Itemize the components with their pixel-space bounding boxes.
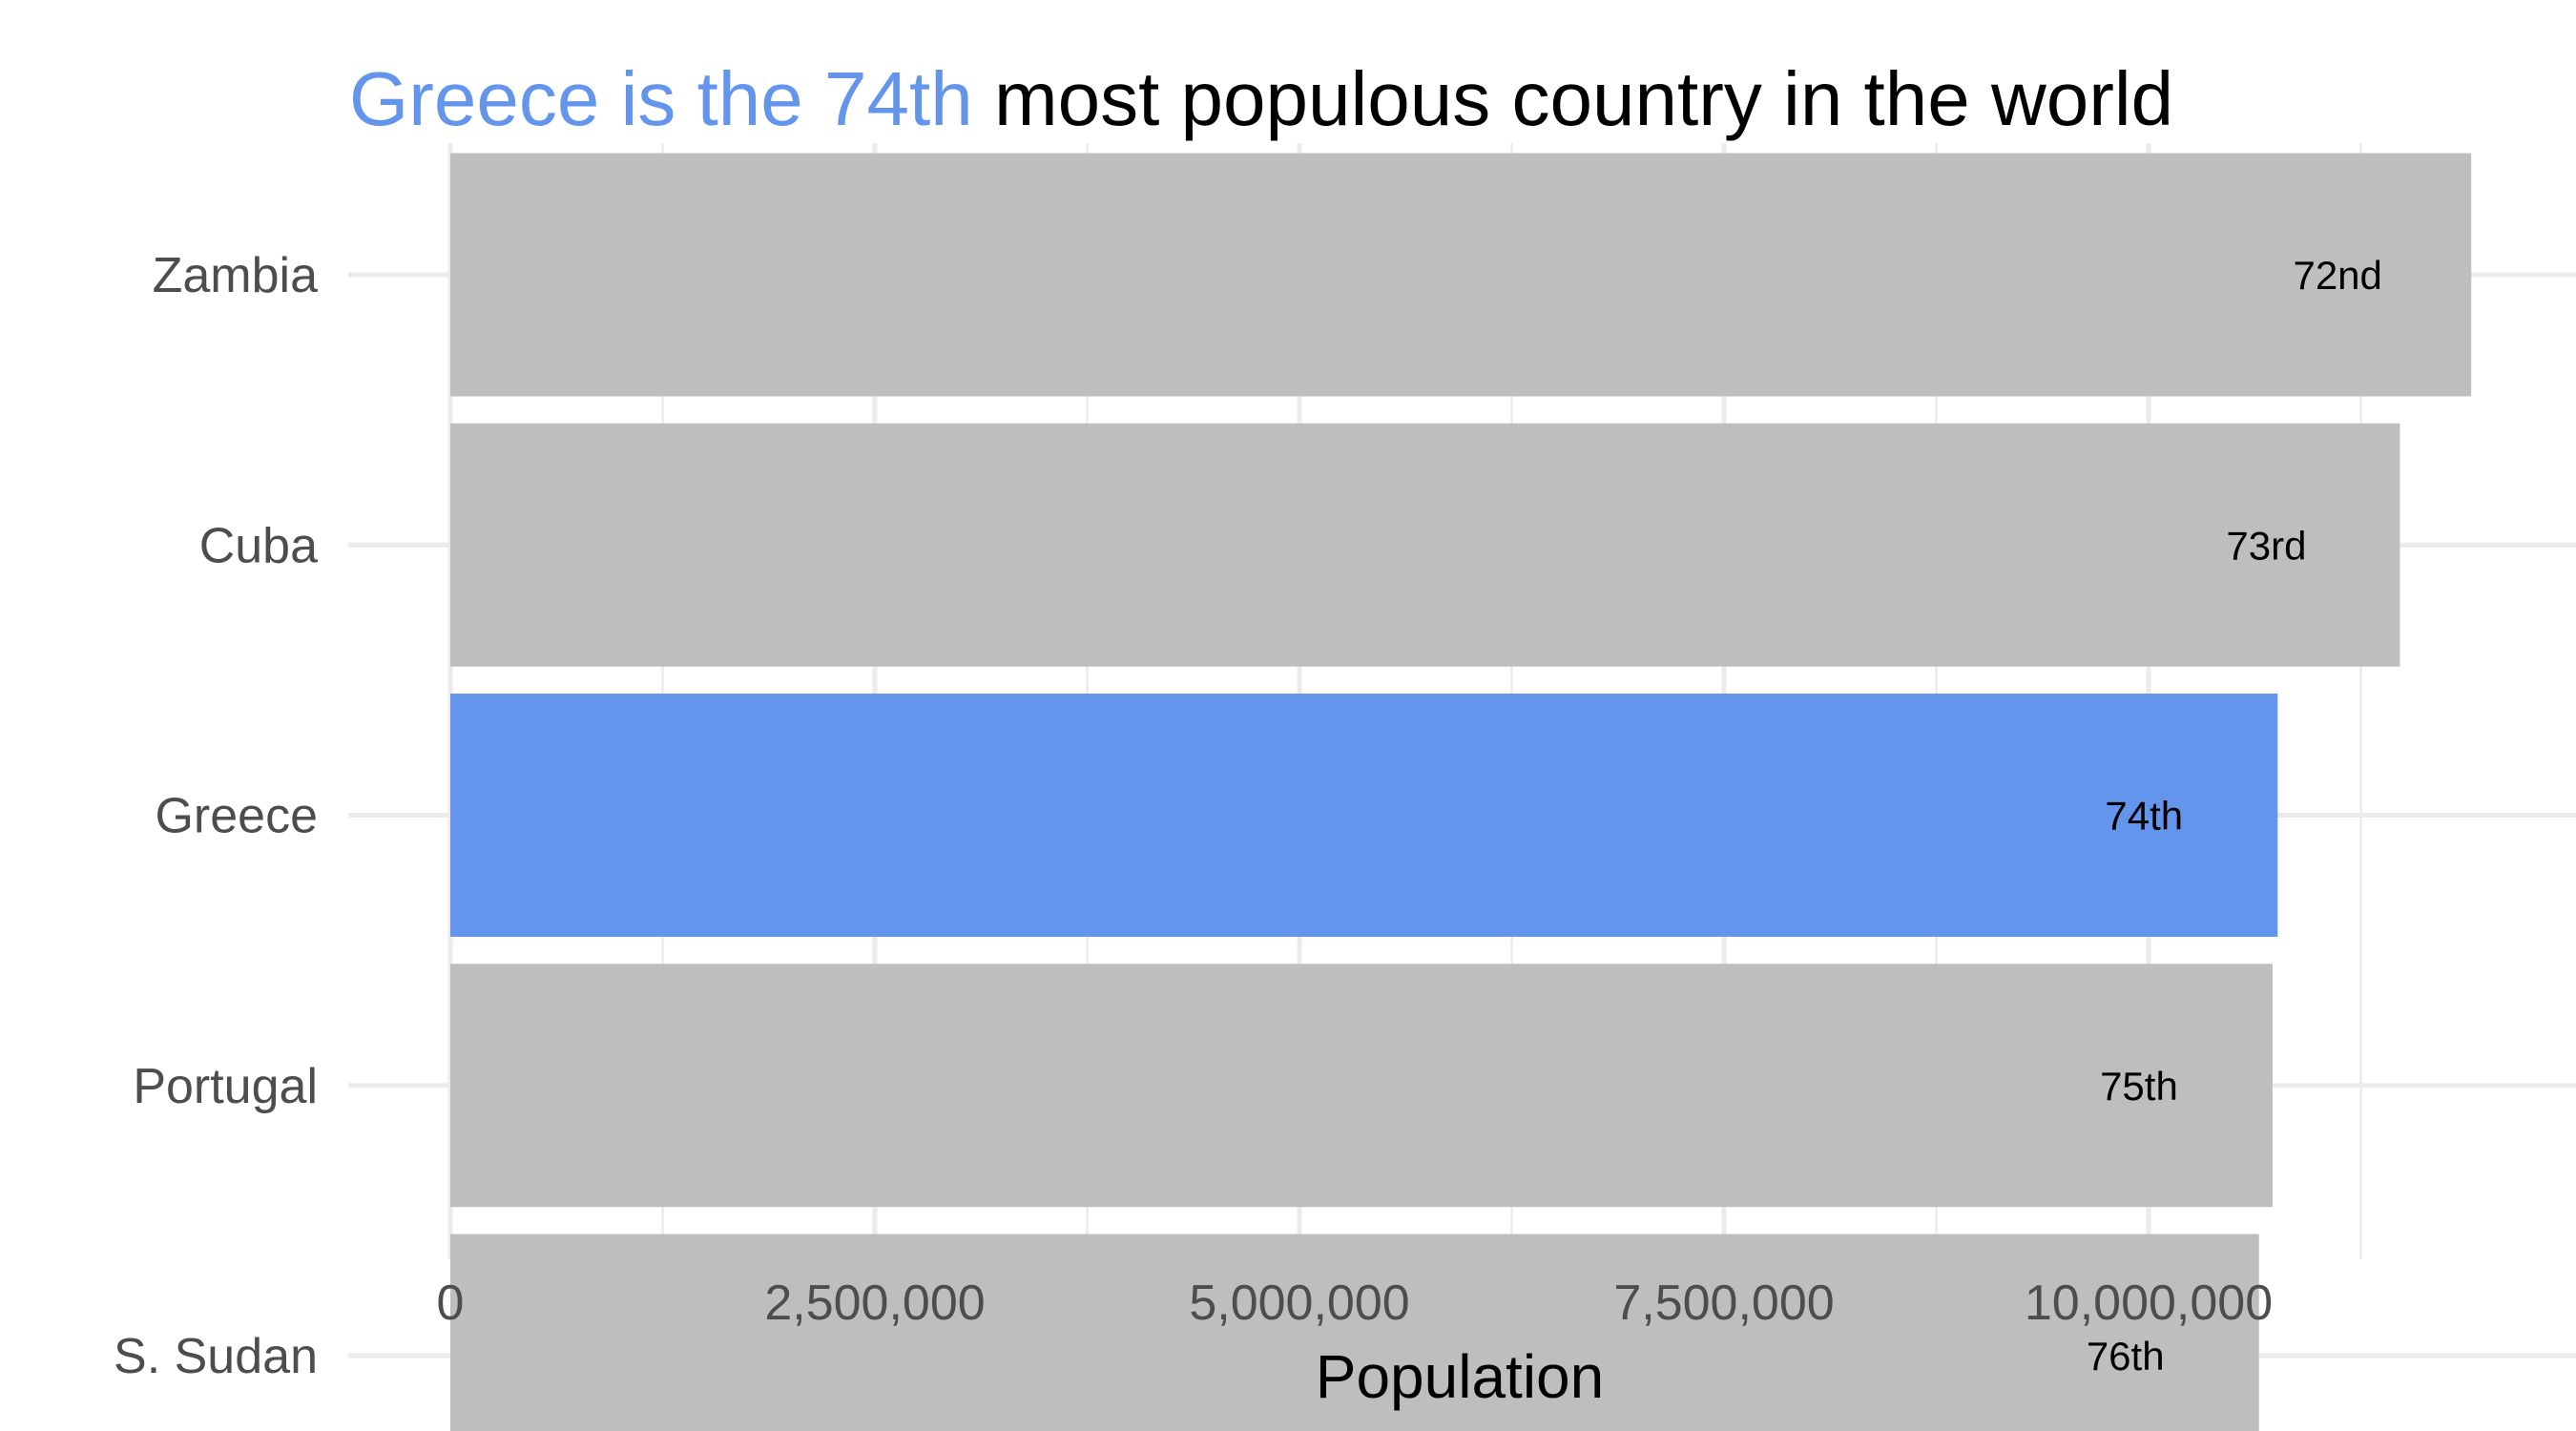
x-tick-label: 2,500,000	[764, 1275, 985, 1331]
y-tick-label: Greece	[155, 789, 318, 844]
bar-cuba	[450, 423, 2400, 667]
y-tick-label: Portugal	[133, 1059, 318, 1114]
x-tick-label: 0	[437, 1275, 465, 1331]
chart-title: Greece is the 74th most populous country…	[349, 56, 2173, 141]
y-tick-label: Cuba	[199, 518, 318, 573]
x-axis-title: Population	[1316, 1342, 1604, 1411]
x-tick-label: 7,500,000	[1613, 1275, 1834, 1331]
bar-data-label: 73rd	[2226, 523, 2306, 568]
chart-title-rest: most populous country in the world	[973, 56, 2173, 141]
bars	[450, 153, 2472, 1431]
bar-labels: 72nd 73rd 74th 75th 76th	[2087, 253, 2382, 1379]
bar-data-label: 75th	[2100, 1064, 2178, 1109]
y-tick-label: Zambia	[153, 248, 318, 303]
chart-title-highlight: Greece is the 74th	[349, 56, 973, 141]
bar-portugal	[450, 964, 2273, 1208]
x-tick-label: 10,000,000	[2025, 1275, 2273, 1331]
y-axis-tick-labels: Zambia Cuba Greece Portugal S. Sudan	[114, 248, 318, 1384]
bar-data-label: 74th	[2105, 794, 2183, 839]
x-axis-tick-labels: 0 2,500,000 5,000,000 7,500,000 10,000,000	[437, 1275, 2274, 1331]
bar-data-label: 72nd	[2293, 253, 2381, 298]
x-tick-label: 5,000,000	[1189, 1275, 1409, 1331]
y-tick-label: S. Sudan	[114, 1329, 318, 1384]
bar-s-sudan	[450, 1234, 2259, 1431]
bar-greece	[450, 694, 2278, 937]
bar-data-label: 76th	[2087, 1334, 2165, 1379]
bar-zambia	[450, 153, 2472, 397]
